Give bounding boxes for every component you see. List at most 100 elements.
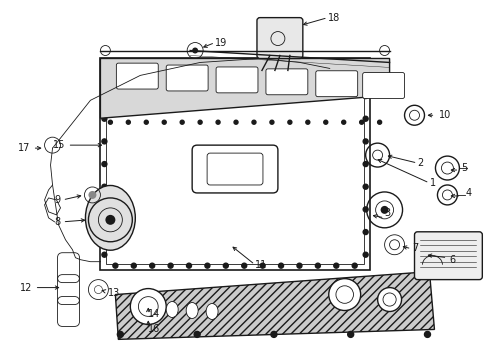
Circle shape [102, 184, 107, 189]
Circle shape [223, 60, 228, 65]
Text: 18: 18 [327, 13, 339, 23]
Circle shape [102, 207, 107, 212]
Circle shape [180, 120, 184, 124]
Circle shape [204, 263, 209, 268]
Circle shape [186, 263, 191, 268]
Circle shape [102, 162, 107, 167]
Circle shape [162, 120, 166, 124]
FancyBboxPatch shape [362, 73, 404, 98]
Circle shape [341, 120, 345, 124]
Circle shape [198, 120, 202, 124]
Circle shape [363, 162, 367, 167]
Circle shape [359, 120, 363, 124]
Circle shape [223, 263, 228, 268]
Circle shape [333, 263, 338, 268]
Circle shape [351, 60, 356, 65]
Circle shape [113, 60, 118, 65]
Circle shape [131, 60, 136, 65]
Circle shape [113, 263, 118, 268]
Circle shape [328, 279, 360, 310]
Polygon shape [115, 272, 433, 339]
Circle shape [363, 207, 367, 212]
Circle shape [102, 139, 107, 144]
Circle shape [126, 120, 130, 124]
Circle shape [204, 60, 209, 65]
Circle shape [88, 191, 96, 199]
FancyBboxPatch shape [315, 71, 357, 97]
Text: 4: 4 [465, 188, 470, 198]
Circle shape [305, 120, 309, 124]
FancyBboxPatch shape [414, 232, 481, 280]
Circle shape [315, 60, 320, 65]
Circle shape [102, 71, 107, 76]
Circle shape [149, 263, 154, 268]
Text: 5: 5 [461, 163, 467, 173]
Circle shape [105, 215, 115, 225]
Ellipse shape [186, 302, 198, 319]
Circle shape [260, 60, 264, 65]
Text: 17: 17 [18, 143, 31, 153]
Circle shape [269, 120, 273, 124]
Ellipse shape [166, 302, 178, 318]
Circle shape [234, 120, 238, 124]
Circle shape [315, 263, 320, 268]
Circle shape [363, 252, 367, 257]
Circle shape [333, 60, 338, 65]
Text: 11: 11 [254, 260, 266, 270]
Circle shape [241, 60, 246, 65]
Circle shape [363, 184, 367, 189]
Circle shape [241, 263, 246, 268]
Bar [106, 64, 363, 264]
Circle shape [168, 60, 173, 65]
Circle shape [102, 252, 107, 257]
Circle shape [102, 230, 107, 234]
Circle shape [192, 48, 198, 54]
Circle shape [102, 116, 107, 121]
FancyBboxPatch shape [216, 67, 258, 93]
Circle shape [270, 332, 276, 337]
Circle shape [108, 120, 112, 124]
Text: 14: 14 [148, 310, 160, 319]
Circle shape [278, 60, 283, 65]
Circle shape [278, 263, 283, 268]
Circle shape [377, 120, 381, 124]
Circle shape [363, 71, 367, 76]
Circle shape [251, 120, 255, 124]
Text: 13: 13 [108, 288, 121, 298]
Circle shape [130, 289, 166, 324]
Text: 7: 7 [412, 243, 418, 253]
Circle shape [117, 332, 123, 337]
Circle shape [296, 60, 301, 65]
Ellipse shape [205, 303, 218, 319]
Text: 6: 6 [448, 255, 455, 265]
Circle shape [144, 120, 148, 124]
Circle shape [380, 206, 388, 214]
Circle shape [323, 120, 327, 124]
Text: 3: 3 [384, 208, 390, 218]
Text: 8: 8 [54, 217, 61, 227]
Circle shape [351, 263, 356, 268]
Circle shape [194, 332, 200, 337]
Circle shape [149, 60, 154, 65]
Polygon shape [100, 58, 389, 118]
Text: 19: 19 [215, 37, 227, 48]
Circle shape [363, 139, 367, 144]
Circle shape [363, 116, 367, 121]
Text: 1: 1 [428, 178, 435, 188]
FancyBboxPatch shape [166, 65, 208, 91]
FancyBboxPatch shape [256, 18, 302, 58]
Circle shape [363, 230, 367, 234]
Circle shape [260, 263, 264, 268]
Ellipse shape [85, 185, 135, 250]
Text: 12: 12 [20, 283, 33, 293]
Circle shape [424, 332, 429, 337]
Circle shape [377, 288, 401, 311]
FancyBboxPatch shape [116, 63, 158, 89]
Text: 10: 10 [439, 110, 451, 120]
FancyBboxPatch shape [265, 69, 307, 95]
Circle shape [347, 332, 353, 337]
Circle shape [102, 94, 107, 99]
Circle shape [296, 263, 301, 268]
Text: 16: 16 [148, 324, 160, 334]
Circle shape [186, 60, 191, 65]
